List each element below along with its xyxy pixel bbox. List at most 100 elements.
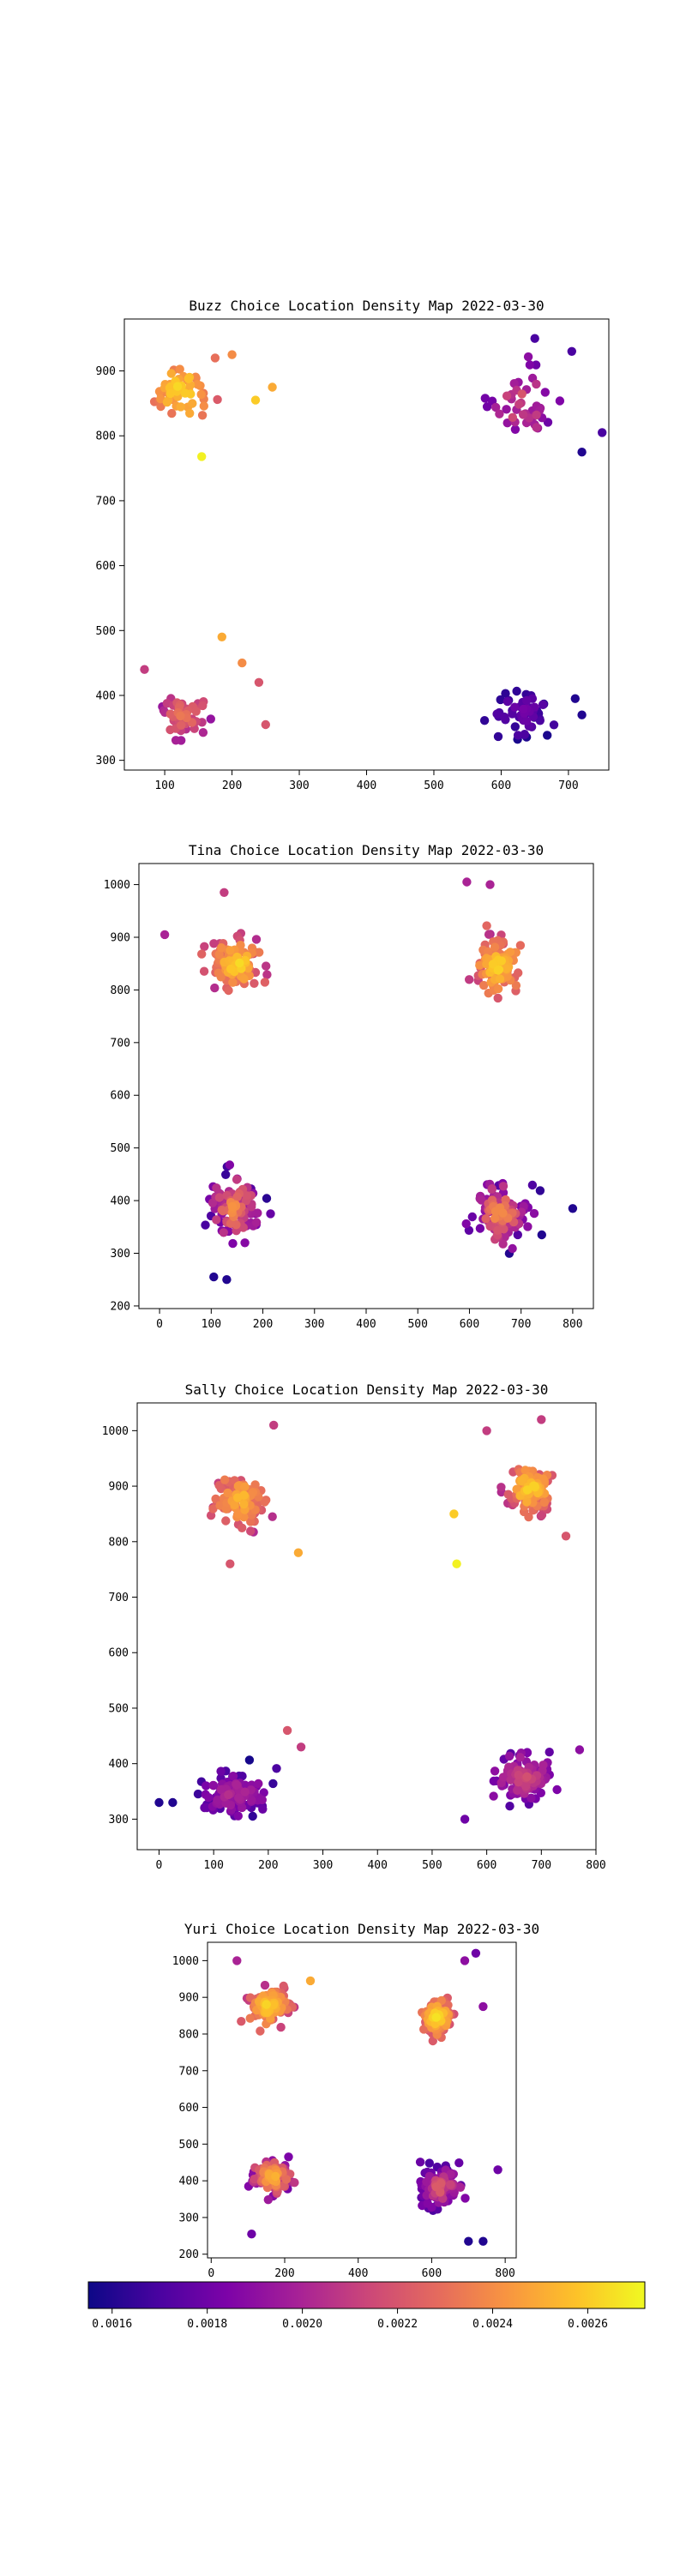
data-point — [257, 1795, 267, 1805]
y-tick-label: 800 — [109, 1536, 129, 1549]
data-point — [513, 731, 523, 740]
data-point — [512, 686, 521, 696]
data-point — [245, 2013, 255, 2023]
data-point — [575, 1745, 585, 1754]
data-point — [577, 448, 587, 457]
data-point — [233, 1811, 243, 1821]
colorbar-gradient — [87, 2281, 646, 2309]
data-point — [529, 1208, 539, 1219]
data-point — [162, 397, 172, 407]
data-point — [188, 399, 197, 408]
data-point — [251, 935, 262, 944]
data-point — [495, 974, 505, 984]
scatter-points — [140, 334, 607, 745]
data-point — [235, 958, 244, 968]
chart-title: Sally Choice Location Density Map 2022-0… — [185, 1381, 549, 1398]
x-tick-label: 500 — [424, 779, 443, 792]
data-point — [493, 993, 502, 1003]
data-point — [492, 709, 502, 719]
data-point — [175, 364, 184, 374]
data-point — [537, 1230, 546, 1240]
data-point — [200, 942, 209, 952]
data-point — [477, 1195, 486, 1205]
data-point — [165, 709, 175, 719]
y-tick-label: 400 — [96, 689, 116, 702]
data-point — [226, 1559, 235, 1568]
data-point — [508, 412, 517, 422]
data-point — [228, 1238, 238, 1249]
plot-frame — [138, 863, 594, 1309]
data-point — [269, 1420, 279, 1430]
data-point — [238, 1523, 247, 1533]
x-tick-label: 700 — [532, 1859, 551, 1872]
data-point — [206, 1511, 216, 1520]
data-point — [495, 409, 504, 418]
x-tick-label: 800 — [586, 1859, 605, 1872]
data-point — [232, 1956, 242, 1965]
data-point — [510, 702, 520, 712]
colorbar-tick-label: 0.0016 — [92, 2318, 132, 2331]
data-point — [527, 1793, 536, 1803]
data-point — [242, 1191, 251, 1201]
y-tick-label: 700 — [179, 2065, 199, 2078]
data-point — [199, 401, 208, 411]
data-point — [258, 1804, 268, 1814]
chart-4: Yuri Choice Location Density Map 2022-03… — [172, 1921, 539, 2280]
data-point — [262, 2000, 271, 2009]
data-point — [496, 1483, 506, 1492]
data-point — [296, 1742, 306, 1752]
x-tick-label: 800 — [563, 1318, 582, 1331]
scatter-points — [154, 1415, 585, 1824]
data-point — [254, 677, 264, 687]
data-point — [493, 731, 503, 742]
y-tick-label: 700 — [111, 1037, 130, 1050]
data-point — [482, 1426, 491, 1435]
data-point — [282, 1725, 292, 1736]
data-point — [502, 964, 511, 973]
data-point — [482, 921, 491, 930]
data-point — [478, 2001, 488, 2012]
data-point — [172, 382, 183, 391]
data-point — [464, 2236, 473, 2246]
data-point — [238, 658, 247, 668]
data-point — [197, 949, 207, 959]
data-point — [261, 719, 270, 730]
data-point — [266, 1209, 275, 1219]
data-point — [502, 696, 513, 707]
data-point — [499, 712, 509, 722]
data-point — [227, 1201, 238, 1212]
chart-title: Tina Choice Location Density Map 2022-03… — [189, 842, 544, 858]
data-point — [226, 1219, 236, 1228]
x-tick-label: 700 — [511, 1318, 531, 1331]
y-tick-label: 800 — [179, 2028, 199, 2041]
data-point — [198, 701, 208, 711]
data-point — [519, 704, 528, 714]
scatter-points — [232, 1948, 502, 2246]
data-point — [509, 379, 519, 388]
data-point — [462, 877, 472, 887]
data-point — [260, 1980, 270, 1990]
x-tick-label: 500 — [407, 1318, 427, 1331]
data-point — [510, 722, 520, 731]
data-point — [247, 1796, 256, 1805]
data-point — [180, 388, 190, 398]
data-point — [271, 2171, 280, 2182]
data-point — [490, 1213, 500, 1224]
data-point — [532, 379, 541, 389]
data-point — [503, 1490, 513, 1499]
data-point — [489, 1776, 498, 1786]
data-point — [515, 941, 526, 950]
data-point — [250, 395, 261, 405]
x-tick-label: 200 — [222, 779, 242, 792]
x-tick-label: 600 — [491, 779, 511, 792]
data-point — [305, 1976, 316, 1986]
data-point — [502, 405, 511, 414]
data-point — [535, 716, 545, 725]
data-point — [514, 1778, 523, 1787]
data-point — [419, 2025, 429, 2034]
data-point — [246, 1517, 256, 1526]
data-point — [467, 1212, 477, 1222]
y-tick-label: 700 — [109, 1592, 129, 1604]
data-point — [185, 408, 195, 418]
colorbar-tick-label: 0.0020 — [282, 2318, 322, 2331]
